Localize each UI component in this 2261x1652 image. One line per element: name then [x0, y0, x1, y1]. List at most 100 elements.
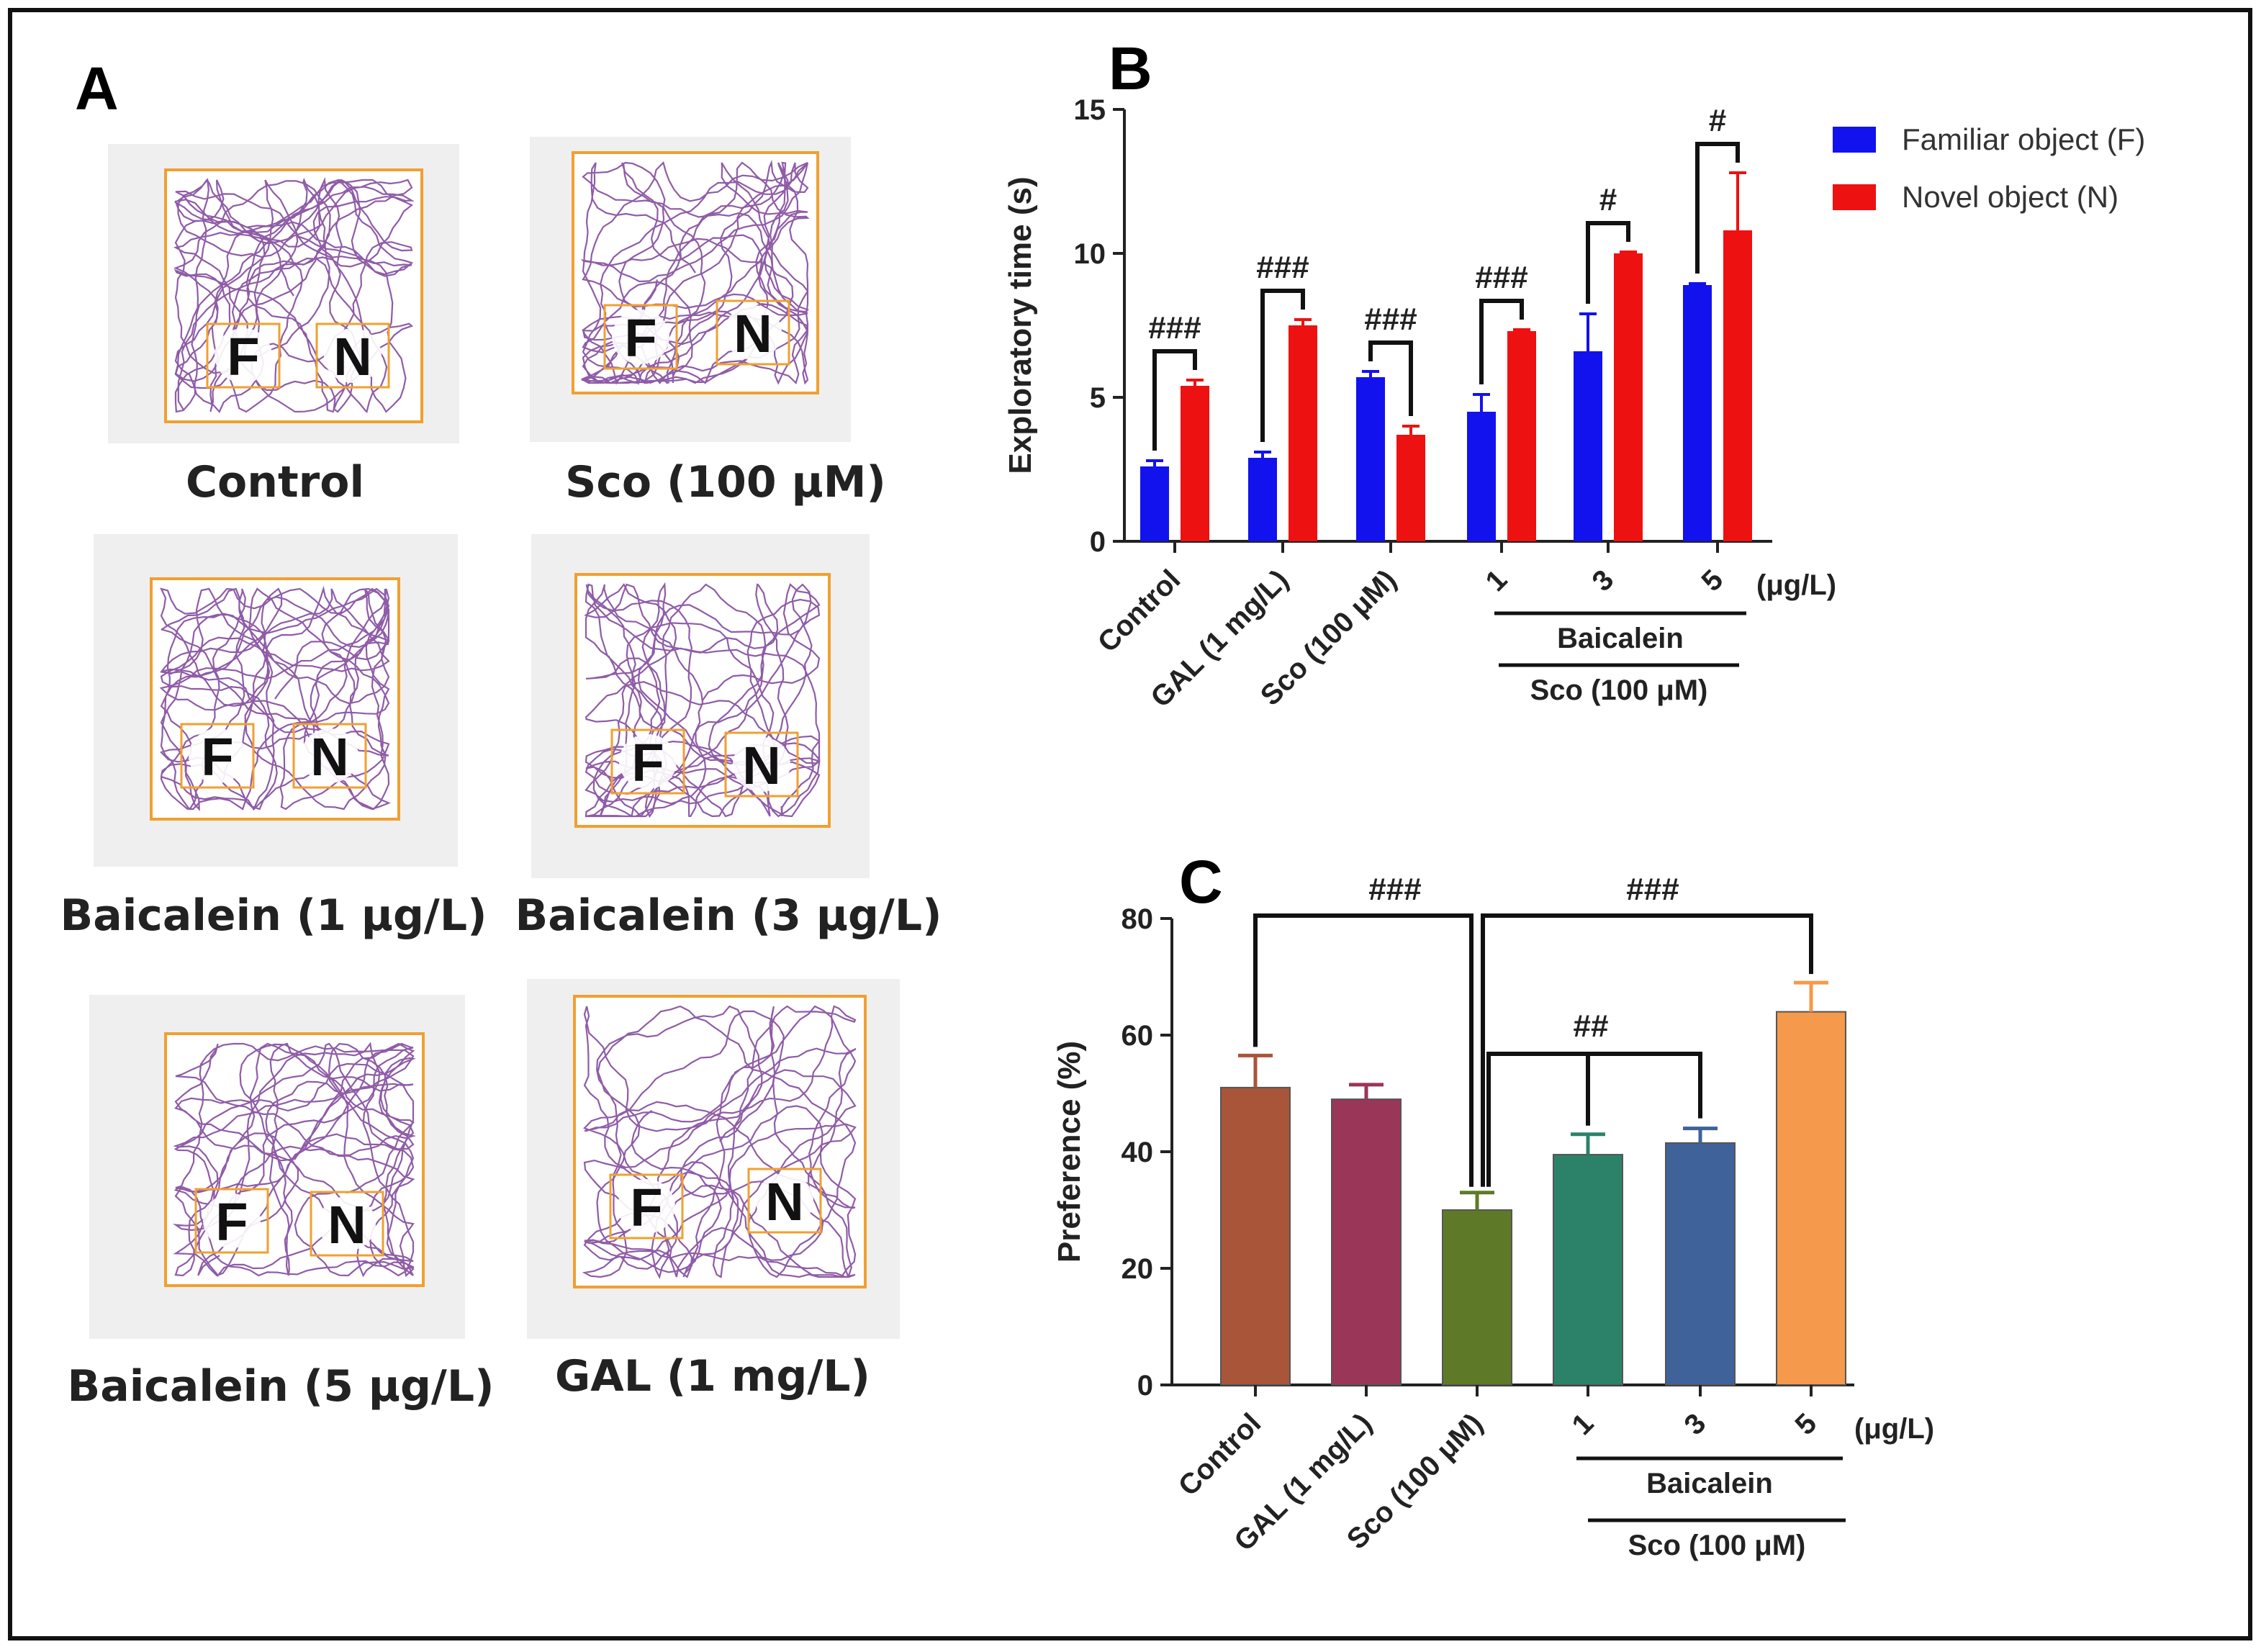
- track-caption: Baicalein (5 μg/L): [68, 1361, 495, 1412]
- familiar-object-label: F: [630, 1178, 662, 1237]
- familiar-zone: [610, 728, 685, 795]
- significance-bracket: [1253, 913, 1474, 1187]
- familiar-object-label: F: [227, 327, 259, 387]
- bar: [1507, 331, 1536, 541]
- novel-zone: [724, 731, 799, 798]
- significance-bracket: [1695, 142, 1740, 274]
- y-tick-label: 0: [1137, 1370, 1153, 1402]
- track-plot: F N Control: [108, 144, 459, 507]
- group-label-sco: Sco (100 μM): [1530, 674, 1708, 706]
- bar: [1356, 377, 1385, 541]
- novel-object-label: N: [333, 327, 371, 387]
- movement-track: [580, 159, 810, 386]
- bar: [1396, 435, 1425, 541]
- track-caption: Control: [186, 457, 364, 507]
- arena-border: [150, 577, 400, 821]
- significance-label: ###: [1626, 872, 1679, 907]
- y-tick-label: 15: [1074, 94, 1106, 126]
- significance-label: #: [1599, 182, 1617, 217]
- track-plot: F N Baicalein (1 μg/L): [60, 534, 487, 941]
- arena-border: [164, 1032, 425, 1287]
- familiar-object-label: F: [624, 308, 656, 368]
- track-caption: GAL (1 mg/L): [555, 1351, 870, 1402]
- novel-object: [324, 328, 382, 383]
- novel-object: [724, 305, 782, 360]
- bar: [1614, 253, 1643, 541]
- significance-bracket: [1481, 913, 1813, 1187]
- novel-zone: [716, 299, 790, 366]
- figure-border: [8, 8, 2252, 1640]
- track-caption: Baicalein (1 μg/L): [60, 890, 487, 941]
- legend-swatch: [1833, 184, 1876, 210]
- legend-label: Familiar object (F): [1902, 122, 2145, 156]
- movement-track: [582, 1005, 857, 1280]
- bar: [1574, 351, 1602, 541]
- bar: [1331, 1098, 1402, 1386]
- novel-object-label: N: [765, 1172, 803, 1232]
- significance-bracket: [1260, 289, 1305, 442]
- y-tick-label: 80: [1122, 903, 1154, 935]
- familiar-object: [618, 1179, 675, 1234]
- familiar-zone: [180, 723, 255, 789]
- panel-a: A F N Control F N Sco (100 μM) F N Baicalein (1 …: [60, 55, 942, 1412]
- significance-bracket: [1152, 349, 1197, 451]
- significance-label: ###: [1364, 302, 1417, 337]
- significance-label: ###: [1148, 310, 1201, 346]
- novel-zone: [292, 723, 367, 789]
- significance-label: ##: [1574, 1008, 1609, 1044]
- y-axis-title: Exploratory time (s): [1003, 176, 1038, 474]
- familiar-zone: [206, 322, 281, 389]
- familiar-object: [619, 734, 677, 789]
- familiar-object: [189, 728, 246, 783]
- panel-c-letter: C: [1179, 848, 1223, 916]
- y-tick-label: 40: [1122, 1137, 1154, 1168]
- panel-b-letter: B: [1109, 35, 1152, 102]
- group-label-baicalein: Baicalein: [1557, 623, 1684, 654]
- unit-label: (μg/L): [1854, 1413, 1934, 1445]
- significance-label: #: [1709, 103, 1726, 138]
- arena-border: [574, 573, 831, 828]
- panel-a-letter: A: [75, 55, 119, 122]
- significance-bracket: [1486, 1052, 1702, 1187]
- novel-object-label: N: [734, 304, 772, 364]
- bar: [1467, 412, 1496, 541]
- familiar-object: [612, 310, 669, 364]
- novel-object-label: N: [742, 736, 780, 795]
- familiar-object-label: F: [215, 1192, 248, 1252]
- significance-bracket: [1479, 299, 1524, 384]
- y-axis-title: Preference (%): [1052, 1041, 1087, 1263]
- bar: [1683, 285, 1712, 541]
- arena-border: [164, 168, 423, 423]
- familiar-zone: [603, 304, 678, 370]
- novel-zone: [315, 322, 390, 389]
- novel-object-label: N: [328, 1195, 366, 1255]
- novel-object: [301, 728, 358, 783]
- significance-label: ###: [1475, 260, 1527, 295]
- novel-object: [318, 1196, 376, 1251]
- significance-label: ###: [1368, 872, 1421, 907]
- bar: [1442, 1209, 1512, 1386]
- y-tick-label: 10: [1074, 238, 1106, 270]
- y-tick-label: 60: [1122, 1020, 1154, 1052]
- bar: [1140, 466, 1169, 541]
- y-tick-label: 20: [1122, 1253, 1154, 1285]
- arena-border: [573, 995, 867, 1288]
- track-caption: Sco (100 μM): [565, 457, 886, 507]
- familiar-object-label: F: [631, 733, 664, 793]
- novel-zone: [747, 1168, 822, 1234]
- group-label-sco: Sco (100 μM): [1628, 1530, 1806, 1561]
- legend-label: Novel object (N): [1902, 180, 2118, 214]
- arena-border: [572, 151, 819, 394]
- bar: [1248, 458, 1277, 541]
- y-tick-label: 0: [1090, 526, 1106, 558]
- familiar-zone: [609, 1173, 684, 1240]
- bar: [1723, 230, 1752, 541]
- familiar-zone: [194, 1188, 269, 1254]
- bar: [1776, 1011, 1846, 1386]
- familiar-object: [215, 328, 272, 383]
- significance-bracket: [1368, 340, 1413, 416]
- group-label-baicalein: Baicalein: [1646, 1468, 1773, 1499]
- significance-bracket: [1586, 221, 1630, 304]
- legend-swatch: [1833, 127, 1876, 153]
